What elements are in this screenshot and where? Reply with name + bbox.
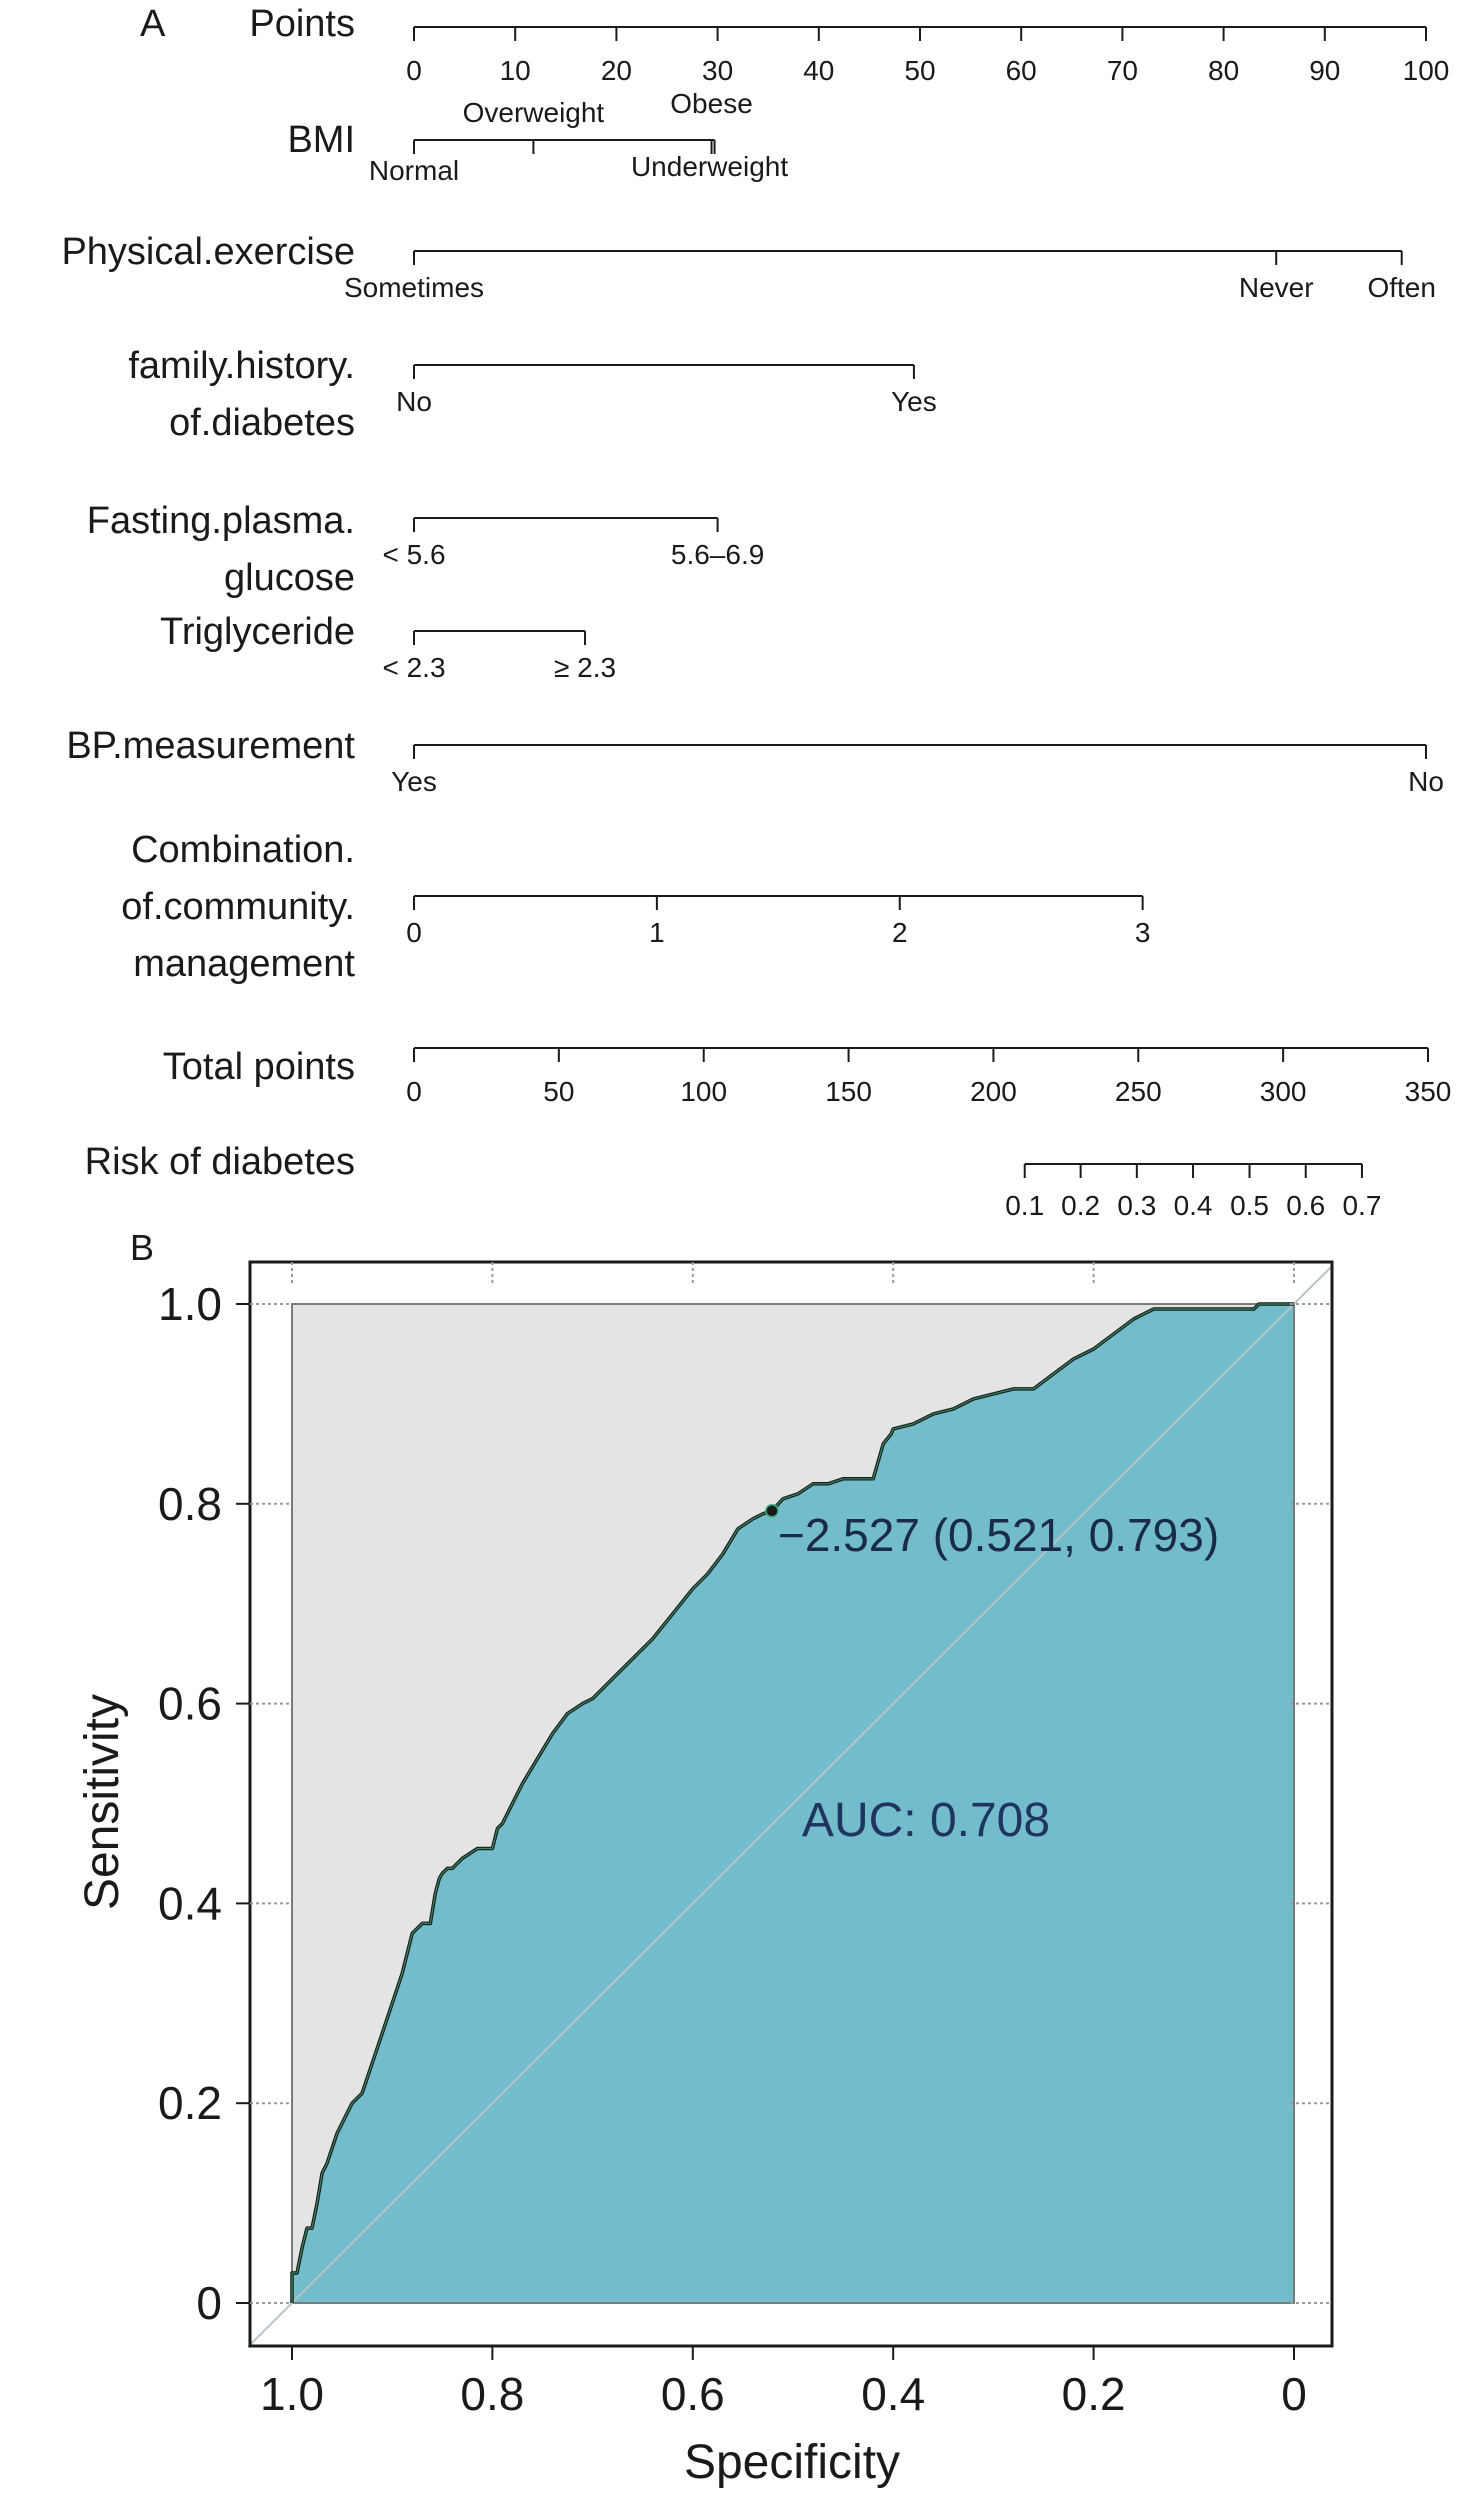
triglyceride-level-label: < 2.3 <box>382 652 445 683</box>
y-axis-title: Sensitivity <box>76 1694 129 1910</box>
bmi-label: BMI <box>287 119 355 161</box>
family-history-of-diabetes-label: family.history. of.diabetes <box>128 345 355 444</box>
x-tick-label: 0.8 <box>460 2368 524 2420</box>
bp-measurement-level-label: Yes <box>391 766 437 797</box>
fasting-plasma-glucose-label: Fasting.plasma. glucose <box>87 500 355 599</box>
scale-points: Points 0 10 20 30 40 50 60 70 80 90 100 <box>249 3 1449 86</box>
fasting-plasma-glucose-level-label: < 5.6 <box>382 539 445 570</box>
total-points-tick-label: 250 <box>1115 1076 1162 1107</box>
points-tick-label: 100 <box>1403 55 1450 86</box>
total-points-tick-label: 100 <box>680 1076 727 1107</box>
combination-of-community-management-level-label: 2 <box>892 917 908 948</box>
threshold-label: −2.527 (0.521, 0.793) <box>778 1509 1219 1561</box>
x-tick-label: 0 <box>1281 2368 1307 2420</box>
physical-exercise-level-label: Often <box>1367 272 1435 303</box>
physical-exercise-level-label: Never <box>1239 272 1314 303</box>
total-points-tick-label: 300 <box>1260 1076 1307 1107</box>
points-tick-label: 10 <box>500 55 531 86</box>
points-tick-label: 70 <box>1107 55 1138 86</box>
scale-family-history-of-diabetes: family.history. of.diabetes No Yes <box>128 345 936 444</box>
roc-diagonal-group <box>248 1264 1332 2349</box>
y-tick-label: 0.8 <box>158 1478 222 1530</box>
roc-panel: B 1.0 0.8 0.6 0.4 0.2 0 0 0.2 0.4 0.6 0.8 1.0 Specif… <box>76 1227 1334 2489</box>
points-tick-label: 60 <box>1006 55 1037 86</box>
x-tick-label: 0.4 <box>861 2368 925 2420</box>
total-points-tick-label: 150 <box>825 1076 872 1107</box>
family-history-of-diabetes-level-label: No <box>396 386 432 417</box>
total-points-label: Total points <box>163 1046 355 1088</box>
scale-risk-of-diabetes: Risk of diabetes 0.1 0.2 0.3 0.4 0.5 0.6 0.7 <box>85 1141 1382 1221</box>
points-tick-label: 30 <box>702 55 733 86</box>
risk-of-diabetes-tick-label: 0.4 <box>1174 1190 1213 1221</box>
roc-chart: 1.0 0.8 0.6 0.4 0.2 0 0 0.2 0.4 0.6 0.8 1.0 Specific… <box>76 1260 1334 2489</box>
risk-of-diabetes-tick-label: 0.6 <box>1286 1190 1325 1221</box>
roc-curve-highlight <box>291 1303 1294 2303</box>
total-points-tick-label: 350 <box>1405 1076 1452 1107</box>
combination-of-community-management-level-label: 1 <box>649 917 665 948</box>
roc-upper-area <box>292 1304 1294 2303</box>
scale-total-points: Total points 0 50 100 150 200 250 300 350 <box>163 1046 1452 1107</box>
risk-of-diabetes-tick-label: 0.1 <box>1005 1190 1044 1221</box>
total-points-tick-label: 200 <box>970 1076 1017 1107</box>
bp-measurement-label: BP.measurement <box>66 725 355 767</box>
bmi-level-label: Underweight <box>631 151 788 182</box>
panel-b-label: B <box>130 1227 154 1268</box>
points-tick-label: 20 <box>601 55 632 86</box>
points-label: Points <box>249 3 355 45</box>
bp-measurement-level-label: No <box>1408 766 1444 797</box>
triglyceride-label: Triglyceride <box>160 611 355 653</box>
physical-exercise-level-label: Sometimes <box>344 272 484 303</box>
y-tick-label: 0.6 <box>158 1678 222 1730</box>
points-tick-label: 0 <box>406 55 422 86</box>
risk-of-diabetes-label: Risk of diabetes <box>85 1141 355 1183</box>
auc-label: AUC: 0.708 <box>802 1794 1050 1847</box>
roc-diagonal <box>248 1264 1332 2349</box>
total-points-tick-label: 0 <box>406 1076 422 1107</box>
points-tick-label: 80 <box>1208 55 1239 86</box>
combination-of-community-management-level-label: 0 <box>406 917 422 948</box>
fasting-plasma-glucose-level-label: 5.6–6.9 <box>671 539 764 570</box>
bmi-level-label: Normal <box>369 155 459 186</box>
scale-bp-measurement: BP.measurement Yes No <box>66 725 1444 797</box>
total-points-tick-label: 50 <box>543 1076 574 1107</box>
points-tick-label: 90 <box>1309 55 1340 86</box>
x-tick-label: 0.2 <box>1062 2368 1126 2420</box>
y-tick-label: 0.4 <box>158 1877 222 1929</box>
family-history-of-diabetes-level-label: Yes <box>891 386 937 417</box>
panel-a-label: A <box>140 3 166 45</box>
plot-frame <box>248 1260 1334 2348</box>
risk-of-diabetes-tick-label: 0.7 <box>1342 1190 1381 1221</box>
combination-of-community-management-label: Combination. of.community. management <box>121 829 355 985</box>
x-axis-title: Specificity <box>684 2436 900 2489</box>
risk-of-diabetes-tick-label: 0.5 <box>1230 1190 1269 1221</box>
risk-of-diabetes-tick-label: 0.2 <box>1061 1190 1100 1221</box>
bmi-level-label: Overweight <box>463 97 605 128</box>
y-tick-label: 0.2 <box>158 2077 222 2129</box>
scale-combination-of-community-management: Combination. of.community. management 0 1 2 3 <box>121 829 1150 985</box>
points-tick-label: 40 <box>803 55 834 86</box>
x-tick-label: 0.6 <box>661 2368 725 2420</box>
y-tick-label: 0 <box>196 2277 222 2329</box>
scale-fasting-plasma-glucose: Fasting.plasma. glucose < 5.6 5.6–6.9 <box>87 500 765 599</box>
combination-of-community-management-level-label: 3 <box>1135 917 1151 948</box>
scale-triglyceride: Triglyceride < 2.3 ≥ 2.3 <box>160 611 616 683</box>
x-tick-label: 1.0 <box>260 2368 324 2420</box>
y-tick-label: 1.0 <box>158 1278 222 1330</box>
bmi-level-label: Obese <box>670 88 753 119</box>
physical-exercise-label: Physical.exercise <box>61 231 355 273</box>
threshold-point <box>765 1504 779 1518</box>
roc-unit-square <box>291 1303 1295 2304</box>
triglyceride-level-label: ≥ 2.3 <box>554 652 616 683</box>
points-tick-label: 50 <box>904 55 935 86</box>
risk-of-diabetes-tick-label: 0.3 <box>1117 1190 1156 1221</box>
